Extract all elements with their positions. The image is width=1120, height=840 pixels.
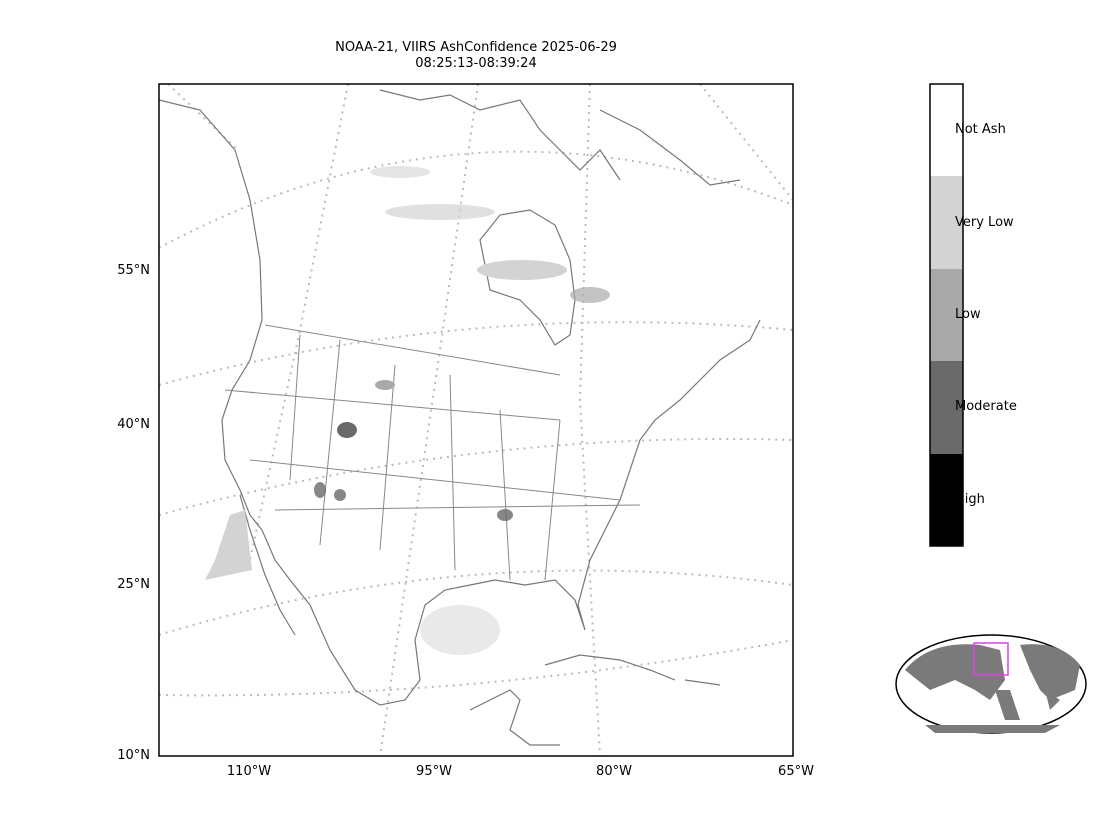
graticule (159, 84, 793, 756)
lat-label-40n: 40°N (117, 417, 150, 432)
map-frame (158, 83, 794, 757)
colorbar-segment-moderate (930, 361, 963, 454)
map-title-line1: NOAA-21, VIIRS AshConfidence 2025-06-29 (335, 40, 617, 55)
colorbar-segment-high (930, 454, 963, 546)
lon-label-80w: 80°W (596, 764, 632, 779)
colorbar-label-very-low: Very Low (955, 215, 1014, 230)
ash-detections (205, 166, 610, 655)
lon-label-95w: 95°W (416, 764, 452, 779)
lat-label-55n: 55°N (117, 263, 150, 278)
inset-globe (895, 634, 1087, 734)
colorbar-segment-very-low (930, 176, 963, 269)
state-borders (224, 324, 641, 581)
colorbar (929, 83, 964, 547)
lat-label-10n: 10°N (117, 748, 150, 763)
colorbar-label-low: Low (955, 307, 981, 322)
lon-label-110w: 110°W (226, 764, 272, 779)
inset-extent-box (973, 642, 1009, 676)
map-title-line2: 08:25:13-08:39:24 (415, 56, 537, 71)
colorbar-label-not-ash: Not Ash (955, 122, 1006, 137)
coastlines (159, 89, 761, 746)
lon-label-65w: 65°W (778, 764, 814, 779)
colorbar-segment-low (930, 269, 963, 361)
colorbar-label-moderate: Moderate (955, 399, 1017, 414)
colorbar-label-high: High (955, 492, 985, 507)
colorbar-segment-not-ash (930, 84, 963, 176)
lat-label-25n: 25°N (117, 577, 150, 592)
